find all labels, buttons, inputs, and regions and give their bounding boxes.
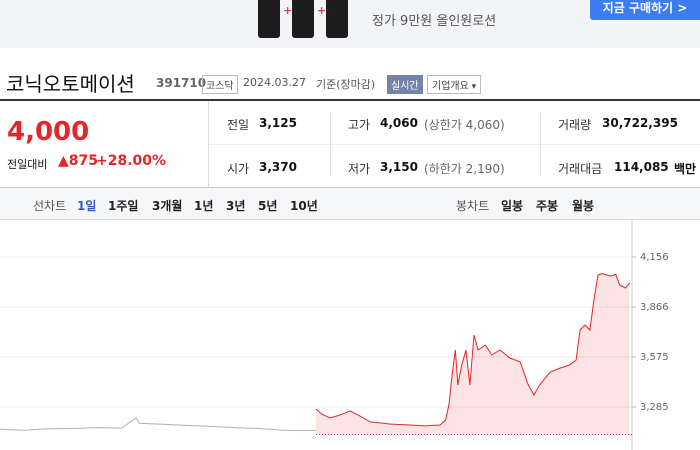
cell-label: 전일	[227, 118, 250, 132]
period-tab[interactable]: 3년	[226, 199, 246, 213]
period-tab[interactable]: 5년	[258, 199, 278, 213]
summary-table: 전일 3,125 고가 4,060 (상한가 4,060) 거래량 30,722,395 시가…	[209, 101, 700, 188]
cell-value: 30,722,395	[602, 116, 678, 130]
cell-note: (상한가 4,060)	[424, 118, 505, 132]
cell-unit: 백만	[674, 162, 697, 176]
cell-note: (하한가 2,190)	[424, 162, 505, 176]
period-tab[interactable]: 3개월	[152, 199, 183, 213]
rule	[0, 187, 700, 188]
candle-tab[interactable]: 주봉	[536, 199, 559, 213]
buy-button[interactable]: 지금 구매하기	[590, 0, 700, 20]
change-rate: +28.00%	[96, 153, 167, 169]
stock-name: 코닉오토메이션	[6, 72, 135, 96]
cell-value: 3,125	[259, 116, 297, 130]
overview-dropdown[interactable]: 기업개요	[427, 75, 482, 94]
tab-label: 선차트	[33, 199, 67, 213]
y-tick-label: 3,575	[640, 352, 669, 363]
current-price: 4,000	[7, 117, 90, 147]
price-line	[315, 272, 630, 427]
price-change: 875	[58, 153, 98, 169]
period-tab[interactable]: 1주일	[108, 199, 139, 213]
change-label: 전일대비	[7, 158, 48, 171]
period-tab[interactable]: 10년	[290, 199, 318, 213]
candle-tab[interactable]: 일봉	[501, 199, 524, 213]
cell-label: 저가	[348, 162, 371, 176]
cell-value: 3,150	[380, 160, 418, 174]
cell-label: 거래량	[558, 118, 592, 132]
y-tick-label: 3,866	[640, 302, 669, 313]
tab-bar: 선차트 1일 1주일 3개월 1년 3년 5년 10년 봉차트 일봉 주봉 월봉	[0, 188, 700, 220]
ad-subtitle: 정가 9만원 올인원로션	[372, 14, 497, 29]
row-divider	[209, 144, 700, 145]
cell-value: 3,370	[259, 160, 297, 174]
plus-icon: +	[283, 4, 293, 17]
product-image	[326, 0, 348, 38]
ad-banner[interactable]: + + 정가 9만원 올인원로션 지금 구매하기	[0, 0, 700, 48]
cell-value: 114,085	[614, 160, 669, 174]
realtime-badge[interactable]: 실시간	[387, 75, 423, 94]
product-image	[258, 0, 280, 38]
product-image	[292, 0, 314, 38]
price-panel: 4,000 전일대비 875 +28.00%	[0, 101, 209, 188]
cell-value: 4,060	[380, 116, 418, 130]
tab-label: 봉차트	[456, 199, 490, 213]
price-line	[0, 417, 317, 432]
cell-label: 시가	[227, 162, 250, 176]
period-tab[interactable]: 1일	[77, 199, 97, 213]
rule	[0, 99, 700, 101]
y-tick-label: 4,156	[640, 252, 669, 263]
cell-label: 고가	[348, 118, 371, 132]
y-tick-label: 3,285	[640, 402, 669, 413]
market-badge: 코스닥	[202, 75, 238, 94]
candle-tab[interactable]: 월봉	[572, 199, 595, 213]
date: 2024.03.27	[243, 76, 306, 89]
stock-code: 391710	[156, 76, 207, 90]
cell-label: 거래대금	[558, 162, 603, 176]
period-tab[interactable]: 1년	[194, 199, 214, 213]
date-basis: 기준(장마감)	[316, 78, 376, 91]
plus-icon: +	[317, 4, 327, 17]
